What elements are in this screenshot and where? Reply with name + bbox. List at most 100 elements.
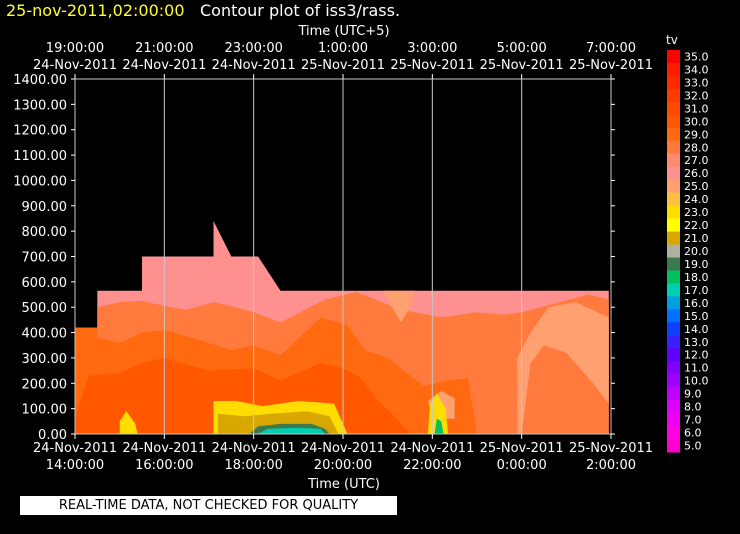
- legend-label: 32.0: [684, 89, 709, 102]
- y-tick-label: 300.00: [22, 352, 68, 367]
- top-axis-label: Time (UTC+5): [297, 24, 389, 39]
- legend-swatch: [667, 50, 680, 64]
- legend-label: 10.0: [684, 375, 709, 388]
- contour-stable-layer-core: [258, 427, 326, 434]
- legend-swatch: [667, 296, 680, 310]
- y-tick-label: 1200.00: [13, 124, 67, 139]
- legend-swatch: [667, 114, 680, 129]
- top-tick-date: 25-Nov-2011: [301, 58, 385, 73]
- y-tick-label: 500.00: [22, 301, 68, 316]
- top-tick-time: 3:00:00: [407, 41, 457, 56]
- y-tick-label: 1400.00: [13, 73, 67, 88]
- top-tick-time: 21:00:00: [135, 41, 193, 56]
- legend-label: 20.0: [684, 245, 709, 258]
- y-tick-label: 400.00: [22, 327, 68, 342]
- legend-label: 12.0: [684, 349, 709, 362]
- legend-label: 25.0: [684, 180, 709, 193]
- top-tick-date: 24-Nov-2011: [122, 58, 206, 73]
- contour-cool-plume-25: [383, 290, 415, 323]
- legend-label: 26.0: [684, 167, 709, 180]
- legend-swatch: [667, 413, 680, 427]
- legend-label: 28.0: [684, 141, 709, 154]
- legend-label: 23.0: [684, 206, 709, 219]
- bottom-axis: 24-Nov-2011 14:00:00 24-Nov-2011 16:00:00 24…: [33, 434, 653, 473]
- legend-swatch: [667, 244, 680, 258]
- legend-swatch: [667, 101, 680, 116]
- legend-swatch: [667, 75, 680, 90]
- top-tick-date: 24-Nov-2011: [212, 58, 296, 73]
- legend-swatch: [667, 166, 680, 181]
- top-tick-time: 23:00:00: [224, 41, 282, 56]
- legend-label: 30.0: [684, 115, 709, 128]
- legend-swatch: [667, 283, 680, 297]
- bottom-tick-time: 22:00:00: [403, 458, 461, 473]
- quality-note: REAL-TIME DATA, NOT CHECKED FOR QUALITY: [20, 496, 397, 515]
- color-legend: 35.034.033.032.031.030.029.028.027.026.0…: [667, 50, 709, 453]
- top-tick-date: 25-Nov-2011: [569, 58, 653, 73]
- contour-spike-outer: [427, 393, 448, 434]
- legend-label: 27.0: [684, 154, 709, 167]
- y-tick-label: 1300.00: [13, 98, 67, 113]
- legend-swatch: [667, 257, 680, 271]
- contour-left-edge-cold: [119, 411, 138, 434]
- legend-label: 11.0: [684, 362, 709, 375]
- legend-swatch: [667, 270, 680, 284]
- legend-swatch: [667, 374, 680, 388]
- legend-swatch: [667, 348, 680, 362]
- legend-swatch: [667, 88, 680, 103]
- plot-area: [74, 78, 612, 435]
- legend-swatch: [667, 426, 680, 440]
- legend-label: 9.0: [684, 388, 702, 401]
- legend-label: 8.0: [684, 401, 702, 414]
- y-tick-label: 1100.00: [13, 149, 67, 164]
- legend-swatch: [667, 192, 680, 207]
- legend-label: 24.0: [684, 193, 709, 206]
- legend-label: 16.0: [684, 297, 709, 310]
- top-tick-time: 5:00:00: [497, 41, 547, 56]
- bottom-tick-date: 24-Nov-2011: [390, 441, 474, 456]
- top-tick-time: 19:00:00: [46, 41, 104, 56]
- legend-label: 17.0: [684, 284, 709, 297]
- legend-label: 7.0: [684, 414, 702, 427]
- bottom-tick-time: 16:00:00: [135, 458, 193, 473]
- bottom-tick-date: 25-Nov-2011: [480, 441, 564, 456]
- legend-label: 22.0: [684, 219, 709, 232]
- y-tick-label: 0.00: [38, 428, 67, 443]
- bottom-tick-date: 24-Nov-2011: [212, 441, 296, 456]
- y-tick-label: 600.00: [22, 276, 68, 291]
- legend-label: 14.0: [684, 323, 709, 336]
- legend-swatch: [667, 309, 680, 323]
- legend-swatch: [667, 62, 680, 77]
- bottom-tick-time: 20:00:00: [314, 458, 372, 473]
- legend-swatch: [667, 218, 680, 233]
- legend-label: 15.0: [684, 310, 709, 323]
- legend-swatch: [667, 361, 680, 375]
- y-tick-label: 1000.00: [13, 174, 67, 189]
- contour-cool-plume-right: [517, 302, 609, 434]
- legend-swatch: [667, 387, 680, 401]
- bottom-tick-time: 0:00:00: [497, 458, 547, 473]
- legend-label: 19.0: [684, 258, 709, 271]
- legend-label: 31.0: [684, 102, 709, 115]
- top-tick-time: 1:00:00: [318, 41, 368, 56]
- legend-swatch: [667, 179, 680, 194]
- bottom-tick-date: 24-Nov-2011: [122, 441, 206, 456]
- legend-label: 29.0: [684, 128, 709, 141]
- legend-swatch: [667, 231, 680, 246]
- bottom-axis-label: Time (UTC): [307, 477, 380, 492]
- contour-regions: [75, 221, 609, 434]
- bottom-tick-time: 18:00:00: [224, 458, 282, 473]
- legend-swatch: [667, 439, 680, 453]
- top-tick-date: 25-Nov-2011: [480, 58, 564, 73]
- legend-swatch: [667, 153, 680, 168]
- y-tick-label: 200.00: [22, 377, 68, 392]
- y-tick-label: 800.00: [22, 225, 68, 240]
- legend-label: 13.0: [684, 336, 709, 349]
- legend-title: tv: [666, 33, 678, 47]
- bottom-tick-date: 24-Nov-2011: [33, 441, 117, 456]
- bottom-tick-date: 25-Nov-2011: [569, 441, 653, 456]
- top-tick-date: 25-Nov-2011: [390, 58, 474, 73]
- chart-title: Contour plot of iss3/rass.: [200, 1, 400, 20]
